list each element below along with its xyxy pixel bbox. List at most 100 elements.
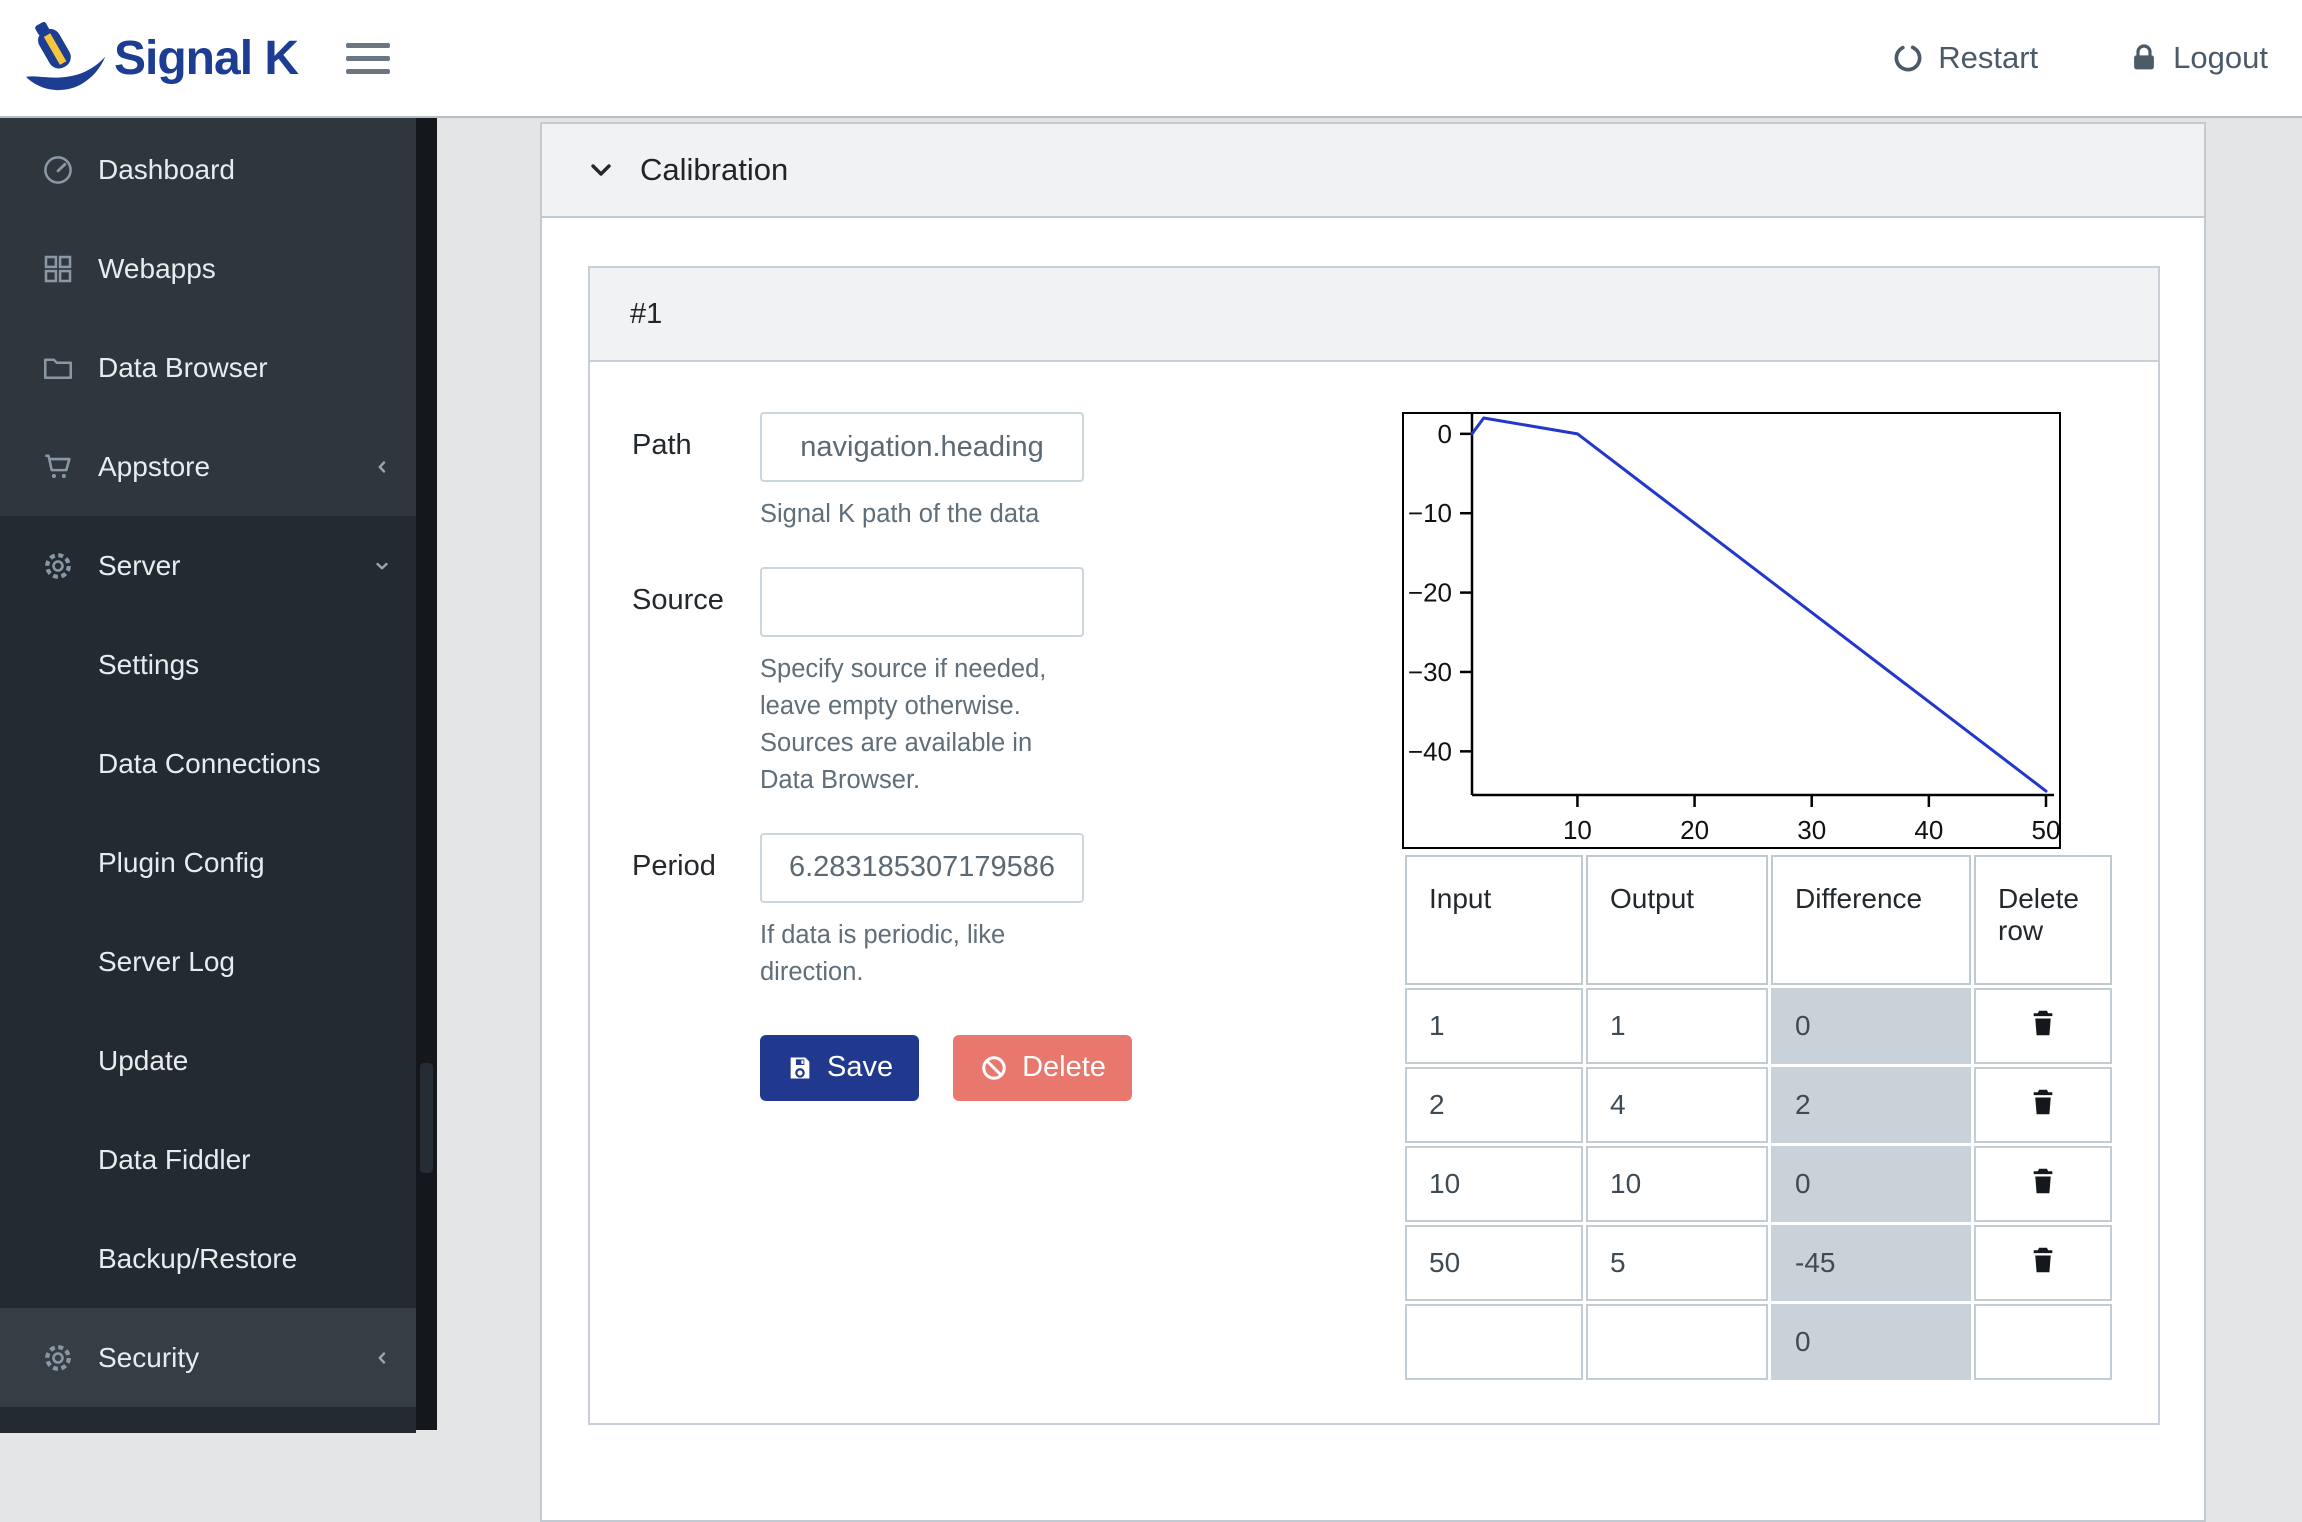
sidebar-item-label: Backup/Restore	[98, 1243, 297, 1275]
logout-button[interactable]: Logout	[2128, 40, 2268, 76]
input-cell[interactable]: 1	[1405, 988, 1583, 1064]
sidebar-item-appstore[interactable]: Appstore	[0, 417, 416, 516]
ban-icon	[979, 1053, 1009, 1083]
difference-cell: 0	[1771, 1304, 1971, 1380]
svg-text:20: 20	[1680, 815, 1709, 845]
output-cell[interactable]: 4	[1586, 1067, 1768, 1143]
sidebar-item-plugin-config[interactable]: Plugin Config	[0, 813, 416, 912]
restart-button[interactable]: Restart	[1891, 40, 2038, 76]
difference-cell: 0	[1771, 1146, 1971, 1222]
hamburger-menu-icon[interactable]	[346, 43, 390, 74]
column-header-output: Output	[1586, 855, 1768, 985]
floppy-save-icon	[786, 1054, 814, 1082]
delete-row-button[interactable]	[2027, 1085, 2059, 1119]
path-label: Path	[632, 412, 760, 533]
difference-cell: -45	[1771, 1225, 1971, 1301]
sidebar-item-security[interactable]: Security	[0, 1308, 416, 1407]
column-header-delete-row: Delete row	[1974, 855, 2112, 985]
brand-logo[interactable]: Signal K	[22, 15, 298, 101]
column-header-difference: Difference	[1771, 855, 1971, 985]
gear-icon	[40, 548, 76, 584]
sidebar-item-label: Server Log	[98, 946, 235, 978]
calibration-panel-header[interactable]: Calibration	[542, 124, 2204, 218]
sidebar-item-partial[interactable]	[0, 1407, 416, 1433]
delete-cell	[1974, 1146, 2112, 1222]
calibration-panel: Calibration #1 Path Signal K path of the…	[540, 122, 2206, 1522]
svg-text:30: 30	[1797, 815, 1826, 845]
sidebar-item-server-log[interactable]: Server Log	[0, 912, 416, 1011]
input-cell[interactable]	[1405, 1304, 1583, 1380]
delete-cell	[1974, 988, 2112, 1064]
input-cell[interactable]: 10	[1405, 1146, 1583, 1222]
delete-button[interactable]: Delete	[953, 1035, 1132, 1101]
output-cell[interactable]: 10	[1586, 1146, 1768, 1222]
input-cell[interactable]: 2	[1405, 1067, 1583, 1143]
sidebar-item-dashboard[interactable]: Dashboard	[0, 120, 416, 219]
panel-title: Calibration	[640, 152, 788, 188]
delete-cell	[1974, 1225, 2112, 1301]
gear-icon	[40, 1340, 76, 1376]
sidebar-item-label: Webapps	[98, 253, 216, 285]
trash-icon	[2027, 1107, 2059, 1122]
trash-icon	[2027, 1186, 2059, 1201]
svg-text:−30: −30	[1408, 657, 1452, 687]
output-cell[interactable]: 1	[1586, 988, 1768, 1064]
svg-text:−20: −20	[1408, 578, 1452, 608]
app-header: Signal K Restart Logout	[0, 0, 2302, 118]
period-input[interactable]	[760, 833, 1084, 903]
speedometer-icon	[40, 152, 76, 188]
sidebar-item-label: Security	[98, 1342, 199, 1374]
sidebar-item-label: Settings	[98, 649, 199, 681]
card-title: #1	[590, 268, 2158, 362]
column-header-input: Input	[1405, 855, 1583, 985]
main-content: Calibration #1 Path Signal K path of the…	[437, 120, 2302, 1430]
sidebar-item-server[interactable]: Server	[0, 516, 416, 615]
source-input[interactable]	[760, 567, 1084, 637]
source-help-text: Specify source if needed, leave empty ot…	[760, 651, 1090, 799]
lock-icon	[2128, 42, 2160, 74]
grid-icon	[40, 251, 76, 287]
table-row: 0	[1405, 1304, 2112, 1380]
output-cell[interactable]: 5	[1586, 1225, 1768, 1301]
svg-text:−10: −10	[1408, 498, 1452, 528]
period-label: Period	[632, 833, 760, 991]
output-cell[interactable]	[1586, 1304, 1768, 1380]
delete-row-button[interactable]	[2027, 1164, 2059, 1198]
save-button[interactable]: Save	[760, 1035, 919, 1101]
svg-text:0: 0	[1438, 419, 1452, 449]
calibration-form: Path Signal K path of the data Source Sp…	[632, 412, 1402, 1383]
sidebar-item-data-browser[interactable]: Data Browser	[0, 318, 416, 417]
svg-text:−40: −40	[1408, 736, 1452, 766]
calibration-card: #1 Path Signal K path of the data Source	[588, 266, 2160, 1425]
signalk-boat-icon	[22, 15, 108, 101]
sidebar-item-label: Data Fiddler	[98, 1144, 251, 1176]
sidebar-item-webapps[interactable]: Webapps	[0, 219, 416, 318]
sidebar-scrollbar[interactable]	[416, 118, 437, 1430]
delete-row-button[interactable]	[2027, 1243, 2059, 1277]
chevron-down-icon	[370, 554, 394, 578]
input-cell[interactable]: 50	[1405, 1225, 1583, 1301]
delete-cell	[1974, 1067, 2112, 1143]
delete-row-button[interactable]	[2027, 1006, 2059, 1040]
sidebar-item-label: Data Browser	[98, 352, 268, 384]
sidebar-item-label: Server	[98, 550, 180, 582]
folder-icon	[40, 350, 76, 386]
trash-icon	[2027, 1265, 2059, 1280]
sidebar-item-label: Update	[98, 1045, 188, 1077]
sidebar-item-update[interactable]: Update	[0, 1011, 416, 1110]
period-help-text: If data is periodic, like direction.	[760, 917, 1090, 991]
sidebar-item-backup-restore[interactable]: Backup/Restore	[0, 1209, 416, 1308]
chevron-down-icon	[586, 155, 616, 185]
sidebar-item-settings[interactable]: Settings	[0, 615, 416, 714]
sidebar-item-label: Appstore	[98, 451, 210, 483]
chevron-left-icon	[370, 455, 394, 479]
trash-icon	[2027, 1028, 2059, 1043]
path-input[interactable]	[760, 412, 1084, 482]
sidebar-item-data-fiddler[interactable]: Data Fiddler	[0, 1110, 416, 1209]
chevron-down-icon	[370, 1425, 394, 1433]
difference-cell: 0	[1771, 988, 1971, 1064]
sidebar-item-data-connections[interactable]: Data Connections	[0, 714, 416, 813]
